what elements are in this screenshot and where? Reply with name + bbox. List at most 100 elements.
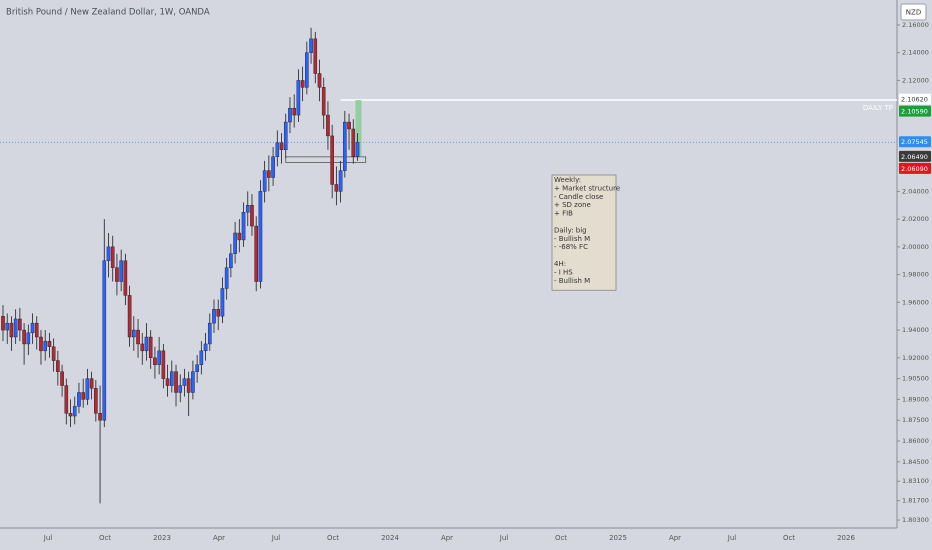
candle-body xyxy=(81,392,85,400)
candle-body xyxy=(207,322,212,345)
note-line: Weekly: xyxy=(554,176,581,184)
candle-body xyxy=(43,340,47,352)
price-label-box xyxy=(899,136,931,148)
candle-body xyxy=(169,371,174,386)
candle-body xyxy=(186,378,191,393)
y-tick-label: 1.87500 xyxy=(902,416,929,424)
candle-body xyxy=(283,121,288,150)
y-tick-label: 1.84500 xyxy=(902,458,929,466)
candle-body xyxy=(195,364,199,372)
candle-body xyxy=(288,107,292,123)
x-tick-label: Jul xyxy=(271,534,281,542)
candle-body xyxy=(26,332,31,345)
candle-body xyxy=(338,170,343,192)
candle-body xyxy=(305,52,309,88)
candle-body xyxy=(34,322,39,338)
candle-body xyxy=(144,336,149,352)
candle-body xyxy=(72,406,77,417)
y-tick-label: 2.14000 xyxy=(902,49,929,57)
y-tick-label: 1.86000 xyxy=(902,437,929,445)
x-tick-label: 2025 xyxy=(609,534,627,542)
y-tick-label: 1.90500 xyxy=(902,375,929,383)
candle-body xyxy=(258,191,263,282)
x-tick-label: 2026 xyxy=(837,534,855,542)
x-tick-label: Oct xyxy=(555,534,567,542)
price-label-box xyxy=(899,93,931,105)
candle-body xyxy=(241,211,246,241)
price-label: 2.07545 xyxy=(901,138,928,146)
candle-body xyxy=(30,322,35,334)
candle-body xyxy=(224,267,229,289)
note-line: - Candle close xyxy=(554,193,603,201)
candle-body xyxy=(119,260,123,282)
x-tick-label: Jul xyxy=(727,534,737,542)
candle-body xyxy=(182,378,187,386)
candle-body xyxy=(110,246,115,268)
candle-body xyxy=(22,329,26,345)
candle-body xyxy=(296,80,301,116)
candle-body xyxy=(250,205,254,227)
candle-body xyxy=(64,385,69,414)
candle-body xyxy=(136,329,140,345)
candle-body xyxy=(317,73,322,88)
candle-body xyxy=(267,170,271,178)
price-label: 2.10620 xyxy=(901,96,928,104)
candle-body xyxy=(60,371,64,386)
y-tick-label: 1.81700 xyxy=(902,497,929,505)
x-tick-label: Jul xyxy=(499,534,509,542)
x-tick-label: Apr xyxy=(441,534,453,542)
candle-body xyxy=(77,392,81,407)
candle-body xyxy=(271,156,275,178)
y-tick-label: 1.92000 xyxy=(902,354,929,362)
note-line: + Market structure xyxy=(554,184,620,192)
note-line: Daily: big xyxy=(554,226,587,234)
candle-body xyxy=(39,336,43,352)
price-label: 2.06490 xyxy=(901,153,928,161)
candle-body xyxy=(98,413,102,421)
x-tick-label: Jul xyxy=(43,534,53,542)
note-line: - -68% FC xyxy=(554,243,588,251)
candle-body xyxy=(292,107,296,116)
y-tick-label: 2.04000 xyxy=(902,187,929,195)
candle-body xyxy=(89,378,94,389)
candle-body xyxy=(351,128,356,157)
candle-body xyxy=(51,346,56,361)
y-tick-label: 2.00000 xyxy=(902,243,929,251)
y-tick-label: 1.98000 xyxy=(902,271,929,279)
x-tick-label: 2024 xyxy=(381,534,399,542)
currency-box[interactable] xyxy=(900,3,927,21)
chart-title: British Pound / New Zealand Dollar, 1W, … xyxy=(6,8,210,18)
y-tick-label: 2.16000 xyxy=(902,21,929,29)
price-label-box xyxy=(899,150,931,162)
candle-body xyxy=(279,142,284,150)
candle-body xyxy=(148,336,153,359)
candle-body xyxy=(94,388,98,414)
note-line: + FIB xyxy=(554,210,573,218)
candle-body xyxy=(212,309,216,324)
candle-body xyxy=(313,38,318,74)
note-box xyxy=(551,174,617,291)
x-tick-label: 2023 xyxy=(153,534,171,542)
candle-body xyxy=(47,340,52,347)
candle-body xyxy=(85,378,90,400)
candle-body xyxy=(275,142,280,157)
note-line: - Bullish M xyxy=(554,277,590,285)
candle-body xyxy=(68,413,73,417)
y-tick-label: 2.02000 xyxy=(902,215,929,223)
y-tick-label: 1.96000 xyxy=(902,298,929,306)
candle-body xyxy=(203,343,208,352)
y-tick-label: 1.94000 xyxy=(902,326,929,334)
candle-body xyxy=(343,121,347,171)
candle-body xyxy=(191,371,195,393)
y-tick-label: 1.80300 xyxy=(902,516,929,524)
candle-body xyxy=(157,350,161,365)
note-line: - Bullish M xyxy=(554,235,590,243)
candle-body xyxy=(132,329,136,338)
candle-body xyxy=(355,141,360,157)
candle-body xyxy=(199,350,204,365)
candle-body xyxy=(233,232,237,254)
currency[interactable]: NZD xyxy=(906,9,921,17)
candle-body xyxy=(262,170,267,192)
candle-body xyxy=(321,87,326,116)
sd-zone xyxy=(285,156,367,163)
